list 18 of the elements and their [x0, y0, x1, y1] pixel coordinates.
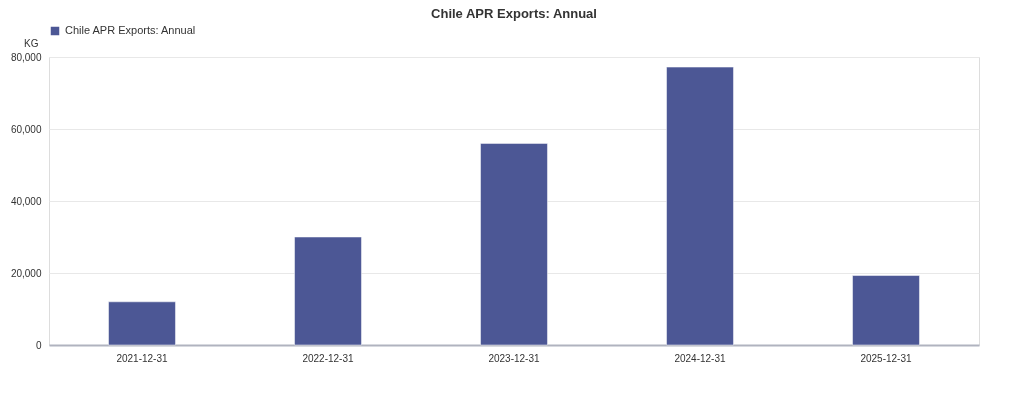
- y-tick-label: 20,000: [10, 267, 42, 279]
- chart-title: Chile APR Exports: Annual: [431, 6, 597, 21]
- y-tick-label: 40,000: [10, 195, 42, 207]
- y-tick-label: 60,000: [10, 123, 42, 135]
- y-tick-label: 0: [35, 339, 42, 351]
- bar: [666, 66, 734, 346]
- bar: [108, 301, 176, 346]
- legend-label: Chile APR Exports: Annual: [65, 24, 196, 36]
- y-axis-title: KG: [24, 38, 39, 49]
- x-tick-label: 2022-12-31: [302, 352, 355, 364]
- x-tick-label: 2024-12-31: [674, 352, 727, 364]
- x-tick-label: 2023-12-31: [488, 352, 541, 364]
- x-tick-label: 2021-12-31: [116, 352, 169, 364]
- x-tick-label: 2025-12-31: [860, 352, 913, 364]
- bar: [852, 275, 920, 346]
- bar: [294, 236, 362, 346]
- y-tick-label: 80,000: [10, 51, 42, 63]
- bar: [480, 143, 548, 346]
